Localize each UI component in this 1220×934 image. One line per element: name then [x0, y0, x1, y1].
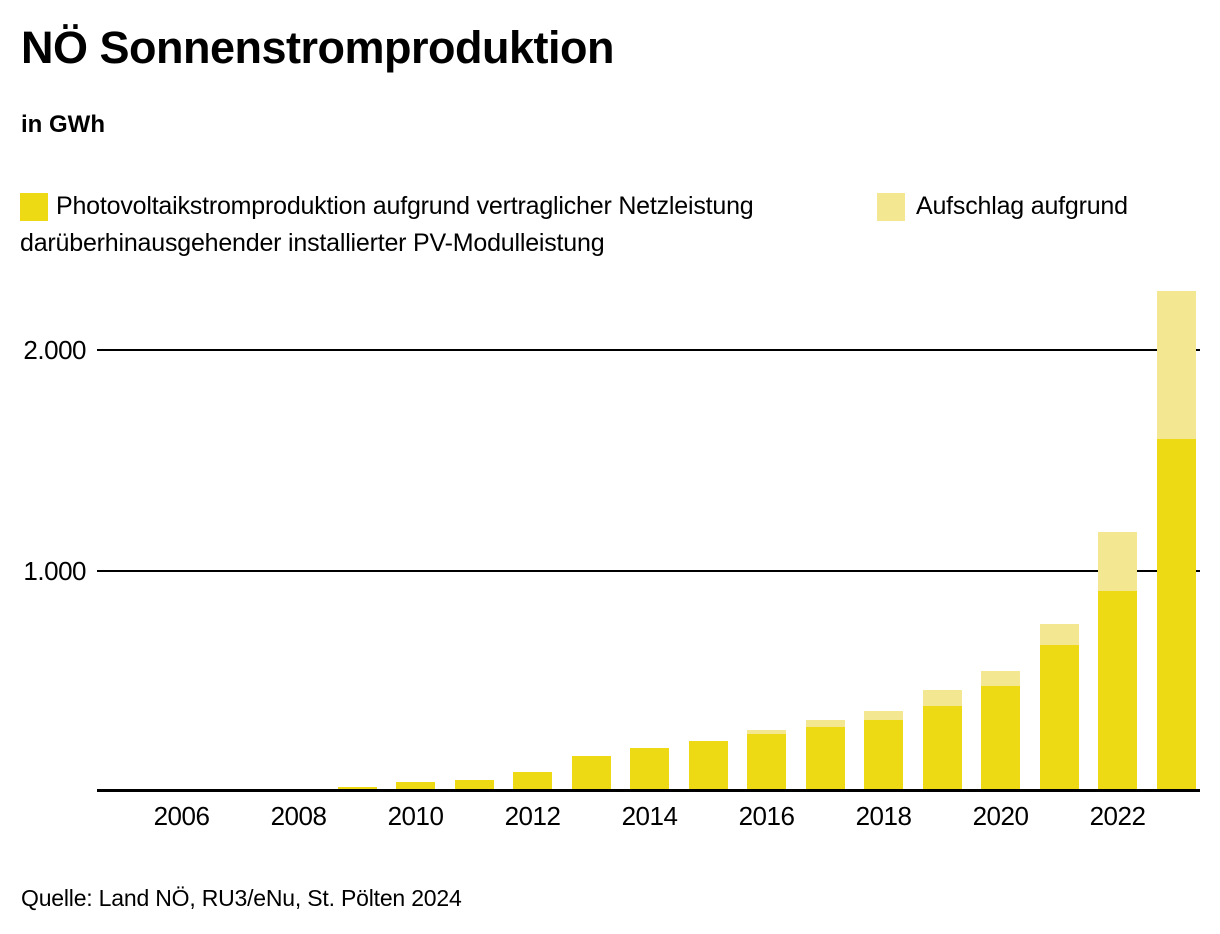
y-axis-tick-label: 1.000 [23, 555, 86, 586]
bar-2022-aufschlag [1098, 532, 1137, 592]
gridline-1000 [97, 569, 1200, 572]
x-axis-tick-label-2022: 2022 [1089, 801, 1146, 831]
bar-2021-aufschlag [1039, 623, 1079, 646]
x-axis-tick-label-2020: 2020 [972, 801, 1029, 831]
legend-label-secondary-line2: darüberhinausgehender installierter PV-M… [20, 229, 605, 257]
bar-2017-netzleistung [805, 727, 845, 791]
bar-2021-netzleistung [1039, 645, 1079, 791]
chart-title: NÖ Sonnenstromproduktion [21, 22, 614, 73]
bar-2023-aufschlag [1156, 291, 1196, 439]
bar-2018-aufschlag [864, 710, 903, 720]
x-axis-tick-label-2010: 2010 [387, 801, 444, 831]
bar-2017-aufschlag [805, 719, 845, 728]
bar-2016-netzleistung [747, 733, 786, 791]
bar-2020-netzleistung [981, 685, 1020, 791]
bar-2018-netzleistung [864, 719, 903, 791]
x-axis-line [97, 789, 1200, 792]
x-axis-tick-label-2016: 2016 [738, 801, 795, 831]
x-axis-tick-label-2012: 2012 [504, 801, 561, 831]
bar-2016-aufschlag [747, 729, 786, 734]
y-axis-tick-label: 2.000 [23, 335, 86, 365]
bar-2022-netzleistung [1098, 591, 1137, 791]
bar-2013-netzleistung [571, 756, 611, 791]
legend-label-primary: Photovoltaikstromproduktion aufgrund ver… [56, 192, 754, 220]
gridline-2000 [97, 349, 1200, 351]
legend-swatch-primary [20, 193, 48, 221]
x-axis-tick-label-2006: 2006 [153, 801, 210, 831]
bar-2023-netzleistung [1156, 438, 1196, 791]
x-axis-tick-label-2014: 2014 [621, 801, 678, 831]
x-axis-tick-label-2008: 2008 [270, 801, 327, 831]
bar-2020-aufschlag [981, 670, 1020, 686]
bar-2012-netzleistung [513, 772, 552, 791]
bar-2015-netzleistung [688, 741, 728, 791]
bar-2019-aufschlag [922, 689, 962, 706]
x-axis-tick-label-2018: 2018 [855, 801, 912, 831]
legend-label-secondary-line1: Aufschlag aufgrund [916, 192, 1128, 220]
source-note: Quelle: Land NÖ, RU3/eNu, St. Pölten 202… [21, 885, 462, 911]
chart-unit-subtitle: in GWh [21, 111, 105, 138]
legend-swatch-secondary [877, 193, 905, 221]
bar-2019-netzleistung [922, 705, 962, 791]
bar-2010-netzleistung [396, 782, 435, 791]
bar-2014-netzleistung [630, 748, 669, 791]
bar-2011-netzleistung [454, 779, 494, 791]
